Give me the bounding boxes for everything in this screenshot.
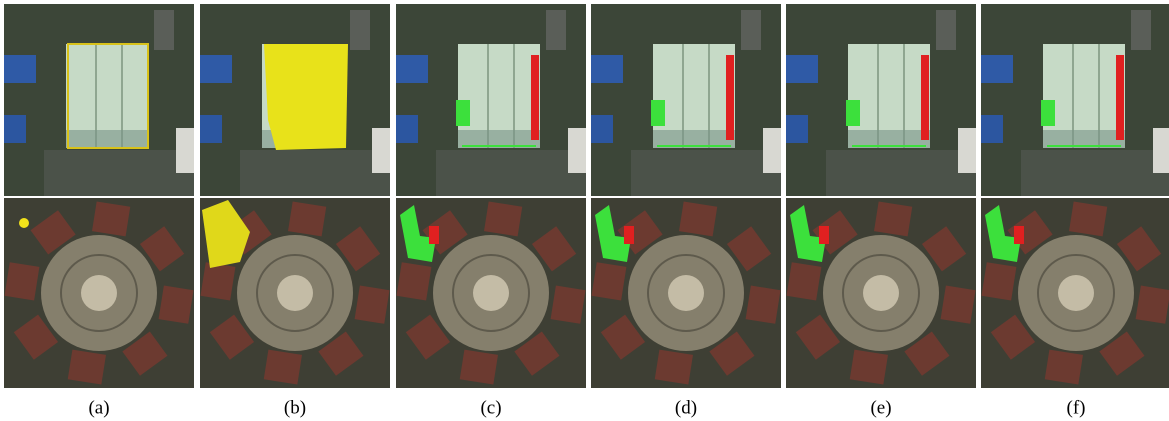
caption: (c)	[480, 397, 501, 418]
house	[679, 201, 717, 236]
plaza-center	[81, 275, 117, 311]
ground	[44, 150, 194, 196]
mask-fn	[1041, 100, 1055, 126]
roof	[568, 128, 586, 173]
caption: (f)	[1067, 397, 1086, 418]
house	[981, 262, 1016, 300]
mask-fp	[921, 55, 929, 140]
house	[264, 350, 302, 385]
house	[355, 286, 390, 324]
ground	[826, 150, 976, 196]
roof	[786, 55, 818, 83]
roof	[4, 115, 26, 143]
roof	[763, 128, 781, 173]
roof	[200, 115, 222, 143]
roof	[396, 115, 418, 143]
house	[396, 262, 431, 300]
plaza-center	[863, 275, 899, 311]
house	[655, 350, 693, 385]
roof	[786, 115, 808, 143]
roof	[176, 128, 194, 173]
plaza-center	[473, 275, 509, 311]
house	[159, 286, 194, 324]
roof	[741, 10, 761, 50]
ground	[240, 150, 390, 196]
ground	[631, 150, 781, 196]
point-prompt	[19, 218, 29, 228]
plaza-center	[668, 275, 704, 311]
roof	[350, 10, 370, 50]
mask-fp	[726, 55, 734, 140]
roof	[372, 128, 390, 173]
caption: (d)	[675, 397, 697, 418]
ground	[1021, 150, 1169, 196]
roof	[591, 55, 623, 83]
mask-fn	[651, 100, 665, 126]
house	[874, 201, 912, 236]
mask-fp	[531, 55, 539, 140]
house	[92, 201, 130, 236]
roof	[154, 10, 174, 50]
mask-fp	[1014, 226, 1024, 244]
roof	[4, 55, 36, 83]
mask	[264, 44, 348, 150]
house	[484, 201, 522, 236]
roof	[200, 55, 232, 83]
ground	[436, 150, 586, 196]
mask-fn	[456, 100, 470, 126]
house	[4, 262, 39, 300]
roof	[981, 115, 1003, 143]
roof	[958, 128, 976, 173]
house	[200, 262, 235, 300]
roof	[591, 115, 613, 143]
house	[551, 286, 586, 324]
roof	[1153, 128, 1169, 173]
shadow	[66, 130, 148, 148]
mask-fp	[819, 226, 829, 244]
plaza-center	[277, 275, 313, 311]
roof	[546, 10, 566, 50]
roof	[1131, 10, 1151, 50]
mask-fp	[1116, 55, 1124, 140]
house	[288, 201, 326, 236]
caption: (e)	[870, 397, 891, 418]
house	[941, 286, 976, 324]
caption: (a)	[88, 397, 109, 418]
figure: (a) (b) (c) (d) (e) (f)	[0, 0, 1169, 421]
house	[786, 262, 821, 300]
roof	[396, 55, 428, 83]
mask-fn	[846, 100, 860, 126]
house	[1136, 286, 1169, 324]
caption: (b)	[284, 397, 306, 418]
house	[460, 350, 498, 385]
roof	[981, 55, 1013, 83]
house	[1045, 350, 1083, 385]
house	[746, 286, 781, 324]
house	[1069, 201, 1107, 236]
mask-fp	[429, 226, 439, 244]
house	[850, 350, 888, 385]
roof	[936, 10, 956, 50]
house	[68, 350, 106, 385]
plaza-center	[1058, 275, 1094, 311]
house	[591, 262, 626, 300]
mask-fp	[624, 226, 634, 244]
